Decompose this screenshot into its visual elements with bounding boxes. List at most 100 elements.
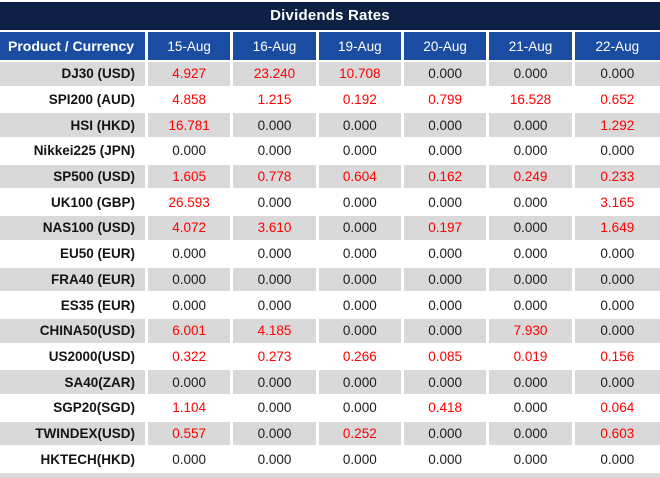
rate-value-cell: 0.000 (233, 267, 319, 294)
header-row: Product / Currency 15-Aug 16-Aug 19-Aug 20-A… (0, 32, 660, 62)
table-row: FRA40 (EUR) 0.000 0.000 0.000 0.000 0.000 0.00… (0, 267, 660, 294)
rate-value-cell: 0.000 (489, 267, 575, 294)
rate-value-cell: 0.000 (574, 241, 660, 268)
rate-value-cell: 0.000 (403, 421, 490, 448)
table-row: ES35 (EUR) 0.000 0.000 0.000 0.000 0.000 0.000 (0, 293, 660, 319)
rate-value-cell: 0.000 (403, 370, 490, 396)
rate-value-cell: 0.000 (489, 113, 575, 140)
rate-value-cell: 0.252 (318, 421, 404, 448)
rate-value-cell: 0.000 (574, 318, 660, 345)
rate-value-cell: 0.000 (318, 113, 404, 140)
date-column-header: 20-Aug (403, 32, 490, 62)
rate-value-cell: 0.000 (489, 62, 575, 88)
rate-value-cell: 4.927 (148, 62, 234, 88)
rate-value-cell: 0.156 (574, 344, 660, 371)
product-cell: UK100 (GBP) (0, 190, 148, 217)
rate-value-cell: 23.240 (233, 62, 319, 88)
rate-value-cell: 0.000 (403, 293, 490, 319)
rate-value-cell: 0.192 (318, 87, 404, 114)
rate-value-cell: 0.000 (233, 447, 319, 473)
rate-value-cell: 4.185 (233, 318, 319, 345)
rate-value-cell: 0.000 (574, 139, 660, 165)
table-row: Nikkei225 (JPN) 0.000 0.000 0.000 0.000 0.000… (0, 139, 660, 165)
rate-value-cell: 0.000 (318, 318, 404, 345)
rate-value-cell: 0.000 (233, 293, 319, 319)
rate-value-cell: 0.000 (233, 241, 319, 268)
rate-value-cell: 0.000 (489, 370, 575, 396)
table-row: EU50 (EUR) 0.000 0.000 0.000 0.000 0.000 0.000 (0, 241, 660, 268)
product-cell: FRA40 (EUR) (0, 267, 148, 294)
rate-value-cell: 10.708 (318, 62, 404, 88)
rate-value-cell: 0.557 (148, 421, 234, 448)
rate-value-cell: 0.000 (403, 447, 490, 473)
rate-value-cell: 0.000 (574, 370, 660, 396)
product-cell: CHINA50(USD) (0, 318, 148, 345)
date-column-header: 16-Aug (233, 32, 319, 62)
rate-value-cell: 0.000 (489, 190, 575, 217)
rate-value-cell: 26.593 (148, 190, 234, 217)
rate-value-cell: 0.064 (574, 395, 660, 422)
rate-value-cell: 0.019 (489, 344, 575, 371)
rate-value-cell: 4.858 (148, 87, 234, 114)
product-cell: HKTECH(HKD) (0, 447, 148, 473)
rate-value-cell: 0.000 (489, 216, 575, 242)
rate-value-cell: 0.000 (403, 139, 490, 165)
table-row: HSI (HKD) 16.781 0.000 0.000 0.000 0.000 1.292 (0, 113, 660, 140)
rate-value-cell: 0.000 (318, 293, 404, 319)
product-cell: SA40(ZAR) (0, 370, 148, 396)
table-row: CHINA50(USD) 6.001 4.185 0.000 0.000 7.930 0.0… (0, 318, 660, 345)
rate-value-cell: 0.273 (233, 344, 319, 371)
rate-value-cell: 0.000 (403, 190, 490, 217)
product-cell: US2000(USD) (0, 344, 148, 371)
next-row-sliver (0, 473, 660, 478)
rate-value-cell: 0.000 (318, 267, 404, 294)
rate-value-cell: 1.649 (574, 216, 660, 242)
table-body: DJ30 (USD) 4.927 23.240 10.708 0.000 0.000 0.0… (0, 62, 660, 473)
rate-value-cell: 0.418 (403, 395, 490, 422)
table-row: UK100 (GBP) 26.593 0.000 0.000 0.000 0.000 3.1… (0, 190, 660, 217)
product-cell: SGP20(SGD) (0, 395, 148, 422)
rate-value-cell: 0.000 (233, 370, 319, 396)
rate-value-cell: 0.000 (148, 370, 234, 396)
rate-value-cell: 0.000 (148, 139, 234, 165)
product-cell: ES35 (EUR) (0, 293, 148, 319)
rate-value-cell: 0.000 (403, 318, 490, 345)
rate-value-cell: 0.000 (403, 267, 490, 294)
product-cell: SPI200 (AUD) (0, 87, 148, 114)
date-column-header: 22-Aug (574, 32, 660, 62)
table-row: SPI200 (AUD) 4.858 1.215 0.192 0.799 16.528 0.… (0, 87, 660, 114)
table-row: HKTECH(HKD) 0.000 0.000 0.000 0.000 0.000 0.00… (0, 447, 660, 473)
rate-value-cell: 0.778 (233, 164, 319, 191)
rate-value-cell: 0.162 (403, 164, 490, 191)
rate-value-cell: 0.000 (318, 216, 404, 242)
rate-value-cell: 0.000 (148, 241, 234, 268)
rate-value-cell: 0.000 (148, 267, 234, 294)
rate-value-cell: 0.000 (318, 139, 404, 165)
date-column-header: 15-Aug (148, 32, 234, 62)
rate-value-cell: 7.930 (489, 318, 575, 345)
date-column-header: 19-Aug (318, 32, 404, 62)
rate-value-cell: 0.000 (489, 139, 575, 165)
rate-value-cell: 0.000 (233, 190, 319, 217)
rate-value-cell: 0.000 (574, 267, 660, 294)
rate-value-cell: 0.000 (403, 241, 490, 268)
table-header: Product / Currency 15-Aug 16-Aug 19-Aug 20-A… (0, 32, 660, 62)
rate-value-cell: 0.000 (489, 241, 575, 268)
product-cell: DJ30 (USD) (0, 62, 148, 88)
table-row: US2000(USD) 0.322 0.273 0.266 0.085 0.019 0.15… (0, 344, 660, 371)
product-cell: SP500 (USD) (0, 164, 148, 191)
rate-value-cell: 1.104 (148, 395, 234, 422)
rate-value-cell: 0.000 (574, 62, 660, 88)
rate-value-cell: 4.072 (148, 216, 234, 242)
product-cell: TWINDEX(USD) (0, 421, 148, 448)
rate-value-cell: 0.266 (318, 344, 404, 371)
table-row: NAS100 (USD) 4.072 3.610 0.000 0.197 0.000 1.6… (0, 216, 660, 242)
product-cell: NAS100 (USD) (0, 216, 148, 242)
rate-value-cell: 0.000 (489, 421, 575, 448)
rate-value-cell: 1.292 (574, 113, 660, 140)
rate-value-cell: 0.249 (489, 164, 575, 191)
rate-value-cell: 0.085 (403, 344, 490, 371)
table-row: SA40(ZAR) 0.000 0.000 0.000 0.000 0.000 0.000 (0, 370, 660, 396)
rate-value-cell: 6.001 (148, 318, 234, 345)
rate-value-cell: 0.322 (148, 344, 234, 371)
